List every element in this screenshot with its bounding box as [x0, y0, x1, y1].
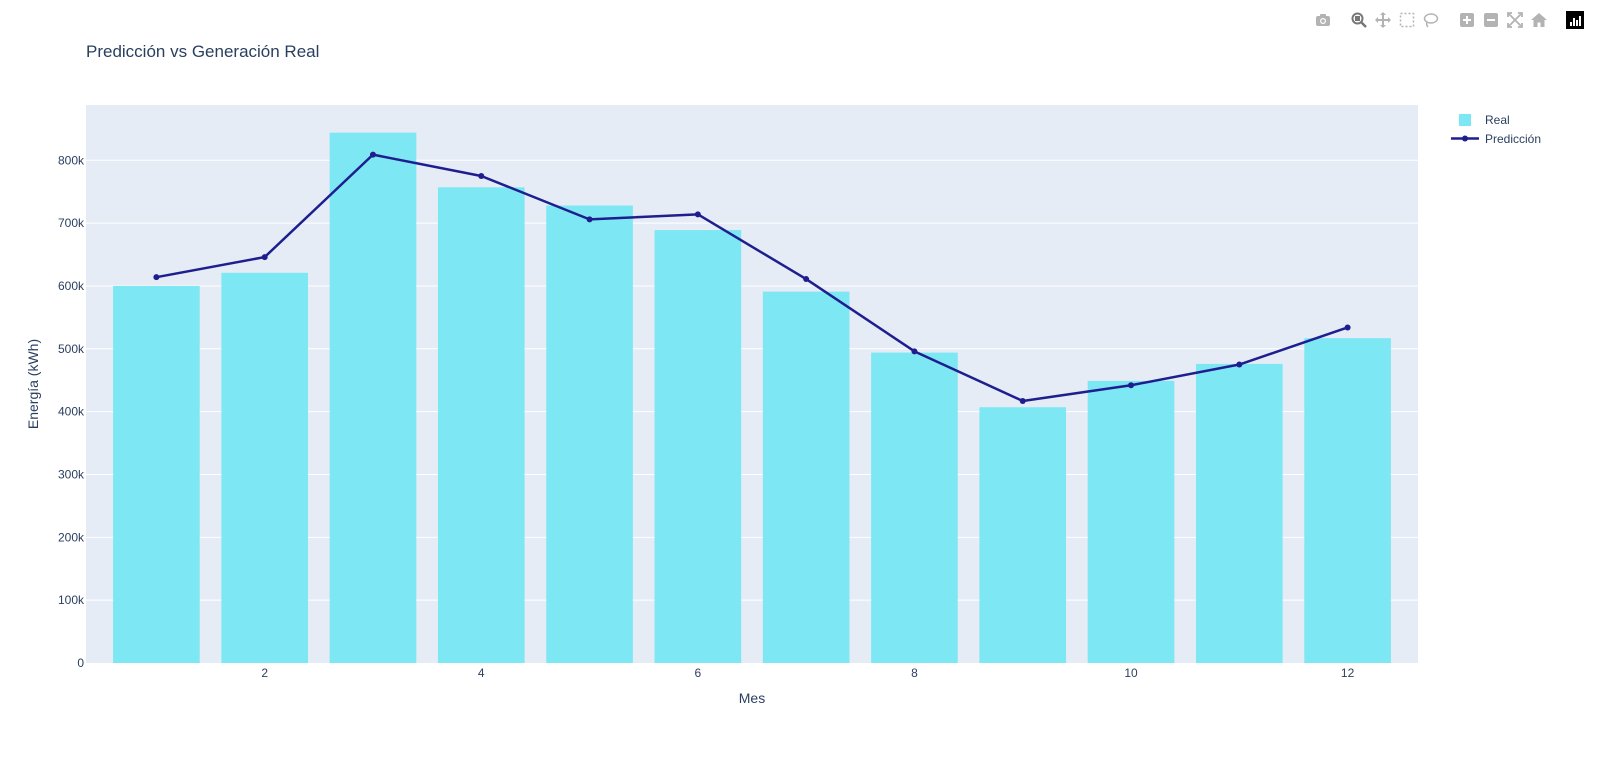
- bar-real-9[interactable]: [979, 407, 1067, 663]
- point-prediccion-5[interactable]: [586, 216, 593, 223]
- modebar: [1303, 10, 1585, 30]
- legend-swatch-real: [1459, 114, 1471, 126]
- legend-swatch-prediccion-marker: [1462, 135, 1468, 142]
- bar-real-12[interactable]: [1304, 338, 1391, 663]
- bar-real-8[interactable]: [871, 352, 958, 663]
- point-prediccion-9[interactable]: [1019, 397, 1026, 404]
- reset-axes-icon[interactable]: [1529, 10, 1549, 30]
- ytick-label-8: 800k: [58, 153, 85, 167]
- bar-real-1[interactable]: [113, 285, 200, 663]
- ytick-label-4: 400k: [58, 405, 85, 419]
- point-prediccion-4[interactable]: [478, 173, 485, 180]
- plotly-logo-icon[interactable]: [1565, 10, 1585, 30]
- autoscale-icon[interactable]: [1505, 10, 1525, 30]
- ytick-label-6: 600k: [58, 279, 85, 293]
- legend-item-real[interactable]: Real: [1459, 113, 1510, 127]
- legend-label-real: Real: [1485, 113, 1510, 127]
- modebar-group-export: [1313, 10, 1333, 30]
- bar-real-6[interactable]: [654, 230, 742, 663]
- xtick-label-4: 10: [1124, 666, 1138, 680]
- zoom-icon[interactable]: [1349, 10, 1369, 30]
- zoom-in-icon[interactable]: [1457, 10, 1477, 30]
- xtick-label-1: 4: [478, 666, 485, 680]
- bar-real-7[interactable]: [762, 291, 850, 663]
- chart-title: Predicción vs Generación Real: [86, 42, 319, 61]
- legend: Real Predicción: [1451, 113, 1541, 146]
- point-prediccion-3[interactable]: [369, 151, 376, 158]
- camera-icon[interactable]: [1313, 10, 1333, 30]
- ytick-label-7: 700k: [58, 216, 85, 230]
- ytick-label-5: 500k: [58, 342, 85, 356]
- point-prediccion-8[interactable]: [911, 348, 918, 355]
- point-prediccion-12[interactable]: [1344, 324, 1351, 331]
- bar-real-11[interactable]: [1196, 363, 1283, 663]
- y-axis-ticks: 0 100k 200k 300k 400k 500k 600k 700k 800k: [58, 153, 85, 670]
- ytick-label-2: 200k: [58, 530, 85, 544]
- point-prediccion-1[interactable]: [153, 274, 160, 281]
- point-prediccion-10[interactable]: [1128, 382, 1135, 389]
- plotly-logo-mark: [1566, 11, 1584, 29]
- bar-real-3[interactable]: [329, 132, 417, 663]
- y-axis-label: Energía (kWh): [25, 339, 41, 429]
- xtick-label-2: 6: [695, 666, 702, 680]
- point-prediccion-6[interactable]: [694, 211, 701, 218]
- xtick-label-0: 2: [261, 666, 268, 680]
- legend-item-prediccion[interactable]: Predicción: [1451, 132, 1541, 146]
- xtick-label-5: 12: [1341, 666, 1355, 680]
- bar-real-4[interactable]: [437, 187, 525, 663]
- modebar-group-zoom: [1457, 10, 1549, 30]
- modebar-group-drag: [1349, 10, 1441, 30]
- modebar-group-logo: [1565, 10, 1585, 30]
- legend-label-prediccion: Predicción: [1485, 132, 1541, 146]
- bar-real-10[interactable]: [1087, 380, 1175, 663]
- point-prediccion-2[interactable]: [261, 254, 268, 261]
- ytick-label-3: 300k: [58, 467, 85, 481]
- bar-real-5[interactable]: [546, 205, 633, 664]
- line-prediccion: [153, 151, 1351, 404]
- bar-real-2[interactable]: [221, 272, 308, 663]
- xtick-label-3: 8: [911, 666, 918, 680]
- x-axis-ticks: 2 4 6 8 10 12: [261, 666, 1354, 680]
- zoom-out-icon[interactable]: [1481, 10, 1501, 30]
- pan-icon[interactable]: [1373, 10, 1393, 30]
- bars-real: [113, 132, 1391, 664]
- point-prediccion-11[interactable]: [1236, 361, 1243, 368]
- x-axis-label: Mes: [739, 690, 765, 706]
- point-prediccion-7[interactable]: [803, 276, 810, 283]
- ytick-label-0: 0: [77, 656, 84, 670]
- box-select-icon[interactable]: [1397, 10, 1417, 30]
- line-prediccion-path: [156, 153, 1349, 403]
- lasso-select-icon[interactable]: [1421, 10, 1441, 30]
- ytick-label-1: 100k: [58, 593, 85, 607]
